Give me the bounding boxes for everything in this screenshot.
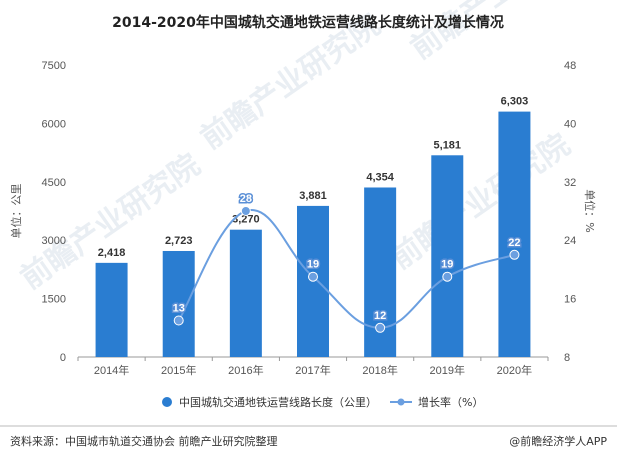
growth-point <box>442 271 453 282</box>
x-tick-label: 2020年 <box>497 363 532 377</box>
y-left-axis-label: 单位：公里 <box>9 184 23 239</box>
y-right-tick-label: 48 <box>564 60 576 72</box>
y-left-tick-label: 7500 <box>42 60 66 72</box>
y-left-tick-label: 0 <box>60 352 66 364</box>
y-right-tick-label: 32 <box>564 177 576 189</box>
growth-point <box>375 322 386 333</box>
brand-text: @前瞻经济学人APP <box>509 434 607 448</box>
bar <box>162 250 195 357</box>
legend: 中国城轨交通地铁运营线路长度（公里） 增长率（%） <box>162 395 483 409</box>
x-tick-label: 2018年 <box>362 363 397 377</box>
growth-value-label: 28 <box>240 193 252 205</box>
bar <box>95 262 128 357</box>
legend-bar-marker <box>162 397 172 407</box>
source-text: 资料来源：中国城市轨道交通协会 前瞻产业研究院整理 <box>10 434 278 448</box>
growth-line: 13 28 19 12 19 22 <box>171 192 522 333</box>
bar-value-label: 2,418 <box>98 247 126 259</box>
growth-value-label: 19 <box>441 259 453 271</box>
growth-point <box>509 249 520 260</box>
growth-value-label: 13 <box>173 303 185 315</box>
growth-point <box>173 315 184 326</box>
y-right-tick-label: 8 <box>564 352 570 364</box>
y-left-tick-label: 3000 <box>42 235 66 247</box>
x-tick-label: 2016年 <box>228 363 263 377</box>
legend-line-dot <box>397 398 405 406</box>
y-right-tick-label: 24 <box>564 235 576 247</box>
growth-value-label: 22 <box>508 237 520 249</box>
y-left-tick-label: 6000 <box>42 118 66 130</box>
growth-value-label: 19 <box>307 259 319 271</box>
y-right-tick-label: 40 <box>564 118 576 130</box>
x-tick-label: 2015年 <box>161 363 196 377</box>
y-left-tick-label: 4500 <box>42 177 66 189</box>
bar-value-label: 5,181 <box>434 139 462 151</box>
bar-value-label: 3,881 <box>299 190 327 202</box>
y-left-tick-label: 1500 <box>42 294 66 306</box>
bar-value-label: 3,270 <box>232 214 260 226</box>
watermark-text: 前瞻产业研究院 <box>385 127 577 276</box>
growth-point <box>240 206 251 216</box>
bar <box>498 111 531 357</box>
bar <box>431 155 464 357</box>
bar-value-label: 2,723 <box>165 235 193 247</box>
x-tick-label: 2014年 <box>94 363 129 377</box>
chart-title: 2014-2020年中国城轨交通地铁运营线路长度统计及增长情况 <box>112 14 504 31</box>
y-right-tick-label: 16 <box>564 294 576 306</box>
growth-value-label: 12 <box>374 310 386 322</box>
bar <box>229 229 262 357</box>
x-tick-label: 2019年 <box>430 363 465 377</box>
watermark-text: 前瞻产业研究院 <box>405 0 597 67</box>
footer: 资料来源：中国城市轨道交通协会 前瞻产业研究院整理 @前瞻经济学人APP <box>0 425 617 448</box>
legend-bar-label: 中国城轨交通地铁运营线路长度（公里） <box>179 395 377 409</box>
x-tick-label: 2017年 <box>295 363 330 377</box>
legend-line-label: 增长率（%） <box>418 395 483 409</box>
growth-point <box>308 271 318 282</box>
y-right-axis-label: 单位：% <box>583 189 597 232</box>
bar-value-label: 6,303 <box>501 96 529 108</box>
bar-value-label: 4,354 <box>366 171 394 183</box>
